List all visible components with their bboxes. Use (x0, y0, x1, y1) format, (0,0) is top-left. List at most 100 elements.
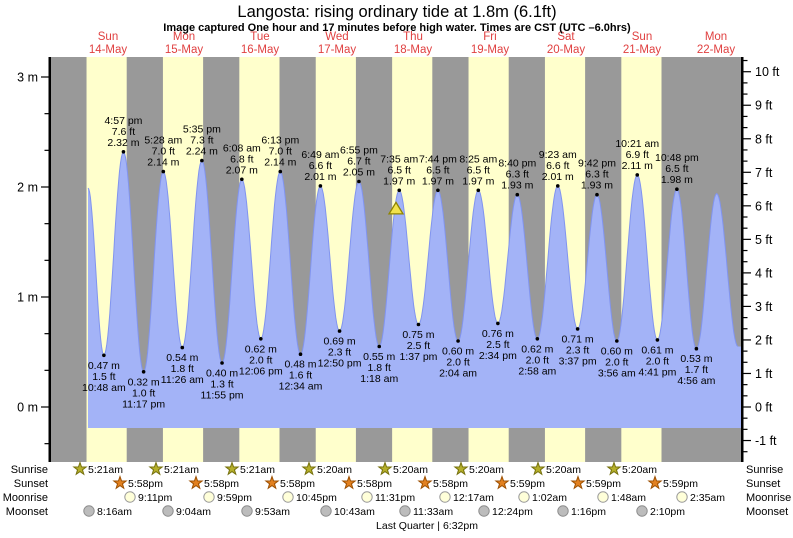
tide-high-label: 5:35 pm 7.3 ft 2.24 m (183, 124, 221, 158)
sunset-icon (112, 474, 128, 490)
tide-high-label: 6:55 pm 6.7 ft 2.05 m (340, 145, 378, 179)
moonset-icon (83, 505, 95, 517)
tide-extreme-dot (259, 337, 263, 341)
y-axis-label-left: 1 m (17, 291, 38, 305)
y-axis-label-right: 9 ft (755, 99, 773, 113)
moonset-icon (636, 505, 648, 517)
y-axis-label-left: 3 m (17, 71, 38, 85)
y-axis-label-right: 0 ft (755, 401, 773, 415)
tide-low-label: 0.60 m 2.0 ft 3:56 am (598, 346, 636, 380)
sunset-icon (570, 474, 586, 490)
tide-extreme-dot (476, 188, 481, 193)
moonset-time: 12:24pm (492, 506, 533, 518)
moonrise-time: 12:17am (453, 492, 494, 504)
moonset-time: 1:16pm (571, 506, 606, 518)
moonset-time: 8:16am (97, 506, 132, 518)
sunset-time: 5:59pm (663, 478, 698, 490)
sunset-icon (494, 474, 510, 490)
day-label: Sun (632, 31, 652, 43)
day-label-date: 17-May (318, 44, 357, 56)
tide-high-label: 8:25 am 6.5 ft 1.97 m (459, 153, 497, 187)
moonrise-row-label-right: Moonrise (746, 492, 791, 504)
tide-curve-edge (87, 150, 739, 373)
sunset-icon (188, 474, 204, 490)
day-label: Wed (325, 31, 348, 43)
moonrise-time: 1:02am (532, 492, 567, 504)
y-axis-label-left: 0 m (17, 401, 38, 415)
y-axis-label-right: 2 ft (755, 333, 773, 347)
tide-low-label: 0.61 m 2.0 ft 4:41 pm (638, 344, 676, 378)
sunrise-icon (453, 460, 469, 476)
tide-extreme-labels: 0.47 m 1.5 ft 10:48 am 4:57 pm 7.6 ft 2.32 m 0… (82, 115, 716, 410)
sunrise-time: 5:20am (393, 464, 428, 476)
tide-high-label: 9:42 pm 6.3 ft 1.93 m (578, 158, 616, 192)
moonset-time: 9:53am (255, 506, 290, 518)
day-label: Mon (705, 31, 727, 43)
sunrise-icon (377, 460, 393, 476)
day-label: Sun (98, 31, 118, 43)
y-axis-label-right: 5 ft (755, 233, 773, 247)
tide-low-label: 0.62 m 2.0 ft 2:58 am (518, 343, 556, 377)
moonset-icon (557, 505, 569, 517)
sunset-time: 5:58pm (204, 478, 239, 490)
y-axis-label-right: -1 ft (755, 434, 777, 448)
tide-extreme-dot (416, 322, 421, 327)
tide-high-label: 9:23 am 6.6 ft 2.01 m (539, 149, 577, 183)
tide-extreme-dot (655, 338, 660, 342)
tide-high-label: 6:13 pm 7.0 ft 2.14 m (261, 135, 299, 169)
sunrise-icon (301, 460, 317, 476)
day-label: Mon (173, 31, 195, 43)
tide-low-label: 0.60 m 2.0 ft 2:04 am (439, 346, 477, 380)
tide-low-label: 0.76 m 2.5 ft 2:34 pm (479, 328, 517, 362)
moonrise-icon (124, 491, 136, 503)
sunset-time: 5:59pm (510, 478, 545, 490)
tide-extreme-dot (436, 188, 440, 193)
tide-high-label: 10:21 am 6.9 ft 2.11 m (615, 138, 659, 172)
day-label: Thu (403, 31, 423, 43)
moonset-icon (162, 505, 174, 517)
moonset-row-label: Moonset (6, 506, 48, 518)
day-label: Fri (483, 31, 496, 43)
moonset-time: 2:10pm (650, 506, 685, 518)
moonrise-time: 9:59pm (217, 492, 252, 504)
moonrise-icon (361, 491, 373, 503)
sunrise-time: 5:20am (469, 464, 504, 476)
moon-phase-text: Last Quarter | 6:32pm (376, 520, 478, 532)
current-tide-marker (387, 201, 405, 215)
sunrise-row-label-right: Sunrise (746, 464, 783, 476)
tide-high-label: 5:28 am 7.0 ft 2.14 m (144, 135, 182, 169)
moonset-row-label-right: Moonset (746, 506, 788, 518)
sunset-row-label-right: Sunset (746, 478, 780, 490)
sunrise-time: 5:21am (88, 464, 123, 476)
tide-extreme-dot (694, 346, 699, 351)
tide-extreme-dot (357, 179, 361, 184)
tide-low-label: 0.75 m 2.5 ft 1:37 pm (399, 329, 437, 363)
day-label-date: 20-May (547, 44, 586, 56)
tide-high-label: 7:35 am 6.5 ft 1.97 m (380, 153, 418, 187)
sunset-icon (264, 474, 280, 490)
sunrise-time: 5:20am (317, 464, 352, 476)
day-label-date: 14-May (89, 44, 128, 56)
sunset-time: 5:58pm (280, 478, 315, 490)
right-axis-spine (741, 57, 744, 462)
tide-low-label: 0.40 m 1.3 ft 11:55 pm (201, 368, 244, 402)
tide-extreme-dot (200, 158, 204, 163)
y-axis-label-right: 4 ft (755, 266, 773, 280)
tide-extreme-dot (377, 344, 382, 349)
sunset-icon (647, 474, 663, 490)
day-label: Tue (250, 31, 269, 43)
sunrise-time: 5:21am (240, 464, 275, 476)
y-axis-label-right: 10 ft (755, 65, 780, 79)
tide-low-label: 0.71 m 2.3 ft 3:37 pm (559, 333, 597, 367)
tide-extreme-dot (102, 353, 106, 358)
moonrise-time: 10:45pm (296, 492, 337, 504)
day-label-date: 16-May (241, 44, 280, 56)
moonset-time: 10:43am (334, 506, 375, 518)
tide-extreme-dot (220, 361, 224, 365)
sunrise-icon (72, 460, 88, 476)
tide-extreme-dot (575, 327, 580, 331)
page-title: Langosta: rising ordinary tide at 1.8m (… (237, 3, 556, 21)
tide-extreme-dot (555, 184, 560, 188)
